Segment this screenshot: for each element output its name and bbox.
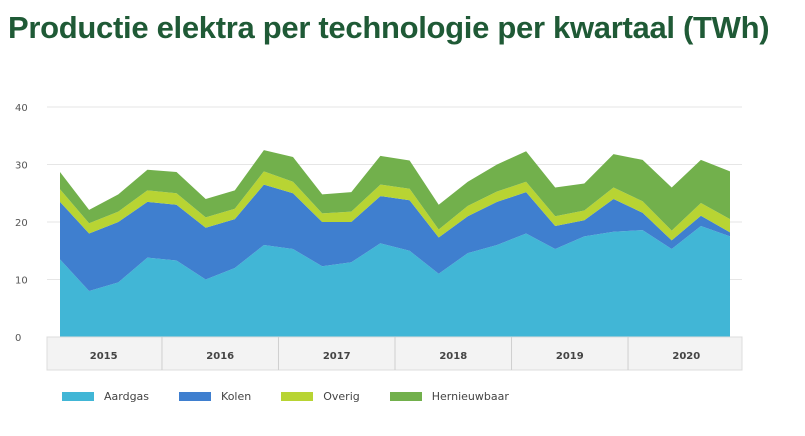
y-tick-label: 0 [15, 333, 21, 344]
x-tick-label: 2020 [672, 351, 700, 362]
legend-label: Overig [323, 390, 360, 403]
y-tick-label: 10 [15, 276, 28, 287]
legend-swatch [62, 392, 94, 401]
legend-item: Hernieuwbaar [389, 390, 509, 403]
legend-label: Hernieuwbaar [431, 390, 509, 403]
x-tick-label: 2015 [90, 351, 118, 362]
area-series-kolen [60, 184, 730, 291]
x-tick-label: 2017 [323, 351, 351, 362]
legend: Aardgas Kolen Overig Hernieuwbaar [62, 390, 539, 403]
y-tick-label: 30 [15, 161, 28, 172]
x-tick-label: 2019 [556, 351, 584, 362]
y-axis: 0 10 20 30 40 [15, 103, 28, 344]
legend-item: Aardgas [62, 390, 149, 403]
legend-swatch [389, 392, 422, 401]
legend-item: Overig [281, 390, 360, 403]
area-series-hernieuwbaar [60, 150, 730, 231]
legend-swatch [281, 392, 314, 401]
x-tick-label: 2018 [439, 351, 467, 362]
y-tick-label: 40 [15, 103, 28, 114]
x-axis: 2015 2016 2017 2018 2019 2020 [46, 336, 743, 371]
chart-areas [60, 150, 730, 337]
area-series-aardgas [60, 226, 730, 337]
legend-label: Aardgas [104, 390, 150, 403]
y-tick-label: 20 [15, 218, 28, 229]
x-tick-label: 2016 [206, 351, 234, 362]
page-title: Productie elektra per technologie per kw… [8, 10, 770, 45]
legend-label: Kolen [221, 390, 252, 403]
area-series-overig [60, 171, 730, 241]
legend-swatch [179, 392, 212, 401]
legend-item: Kolen [179, 390, 251, 403]
